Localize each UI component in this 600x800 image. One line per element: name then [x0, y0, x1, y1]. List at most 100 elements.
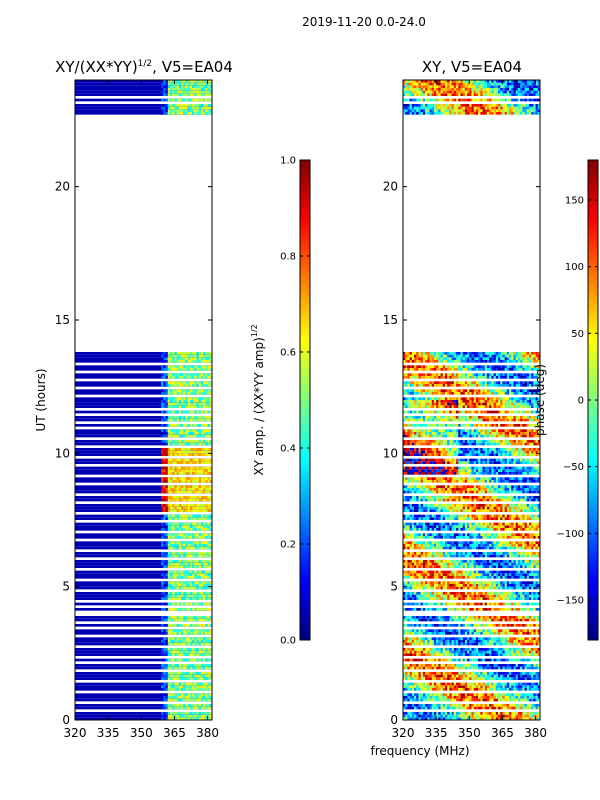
heat-cell [178, 472, 182, 475]
heat-cell [170, 552, 173, 555]
heat-cell [178, 506, 182, 510]
heat-cell [207, 376, 211, 379]
heat-cell [161, 458, 164, 462]
heat-cell [174, 466, 177, 470]
heat-cell [203, 104, 206, 107]
heat-cell [187, 509, 191, 512]
heat-cell [163, 717, 166, 720]
heat-cell [185, 106, 188, 110]
heat-cell [407, 581, 410, 584]
heat-cell [524, 637, 528, 640]
heat-cell [407, 618, 410, 622]
heat-cell [436, 584, 439, 587]
heat-cell [414, 698, 417, 702]
heat-cell [181, 357, 184, 360]
heat-cell [198, 517, 202, 520]
heat-cell [473, 685, 477, 688]
heat-cell [167, 490, 171, 494]
heat-cell [447, 688, 450, 691]
heat-cell [535, 624, 539, 627]
heat-cell [486, 666, 490, 670]
heat-cell [526, 717, 530, 720]
heat-cell [411, 698, 415, 702]
heat-cell [528, 658, 532, 662]
heat-cell [422, 704, 426, 707]
heat-cell [475, 664, 479, 667]
heat-cell [165, 477, 169, 480]
heat-cell [524, 714, 528, 718]
heat-cell [187, 586, 191, 590]
heat-cell [526, 616, 530, 619]
heat-cell [200, 98, 204, 102]
heat-cell [183, 469, 186, 472]
heat-cell [172, 85, 175, 88]
heat-cell [533, 584, 536, 587]
heat-cell [205, 498, 208, 502]
heat-cell [183, 85, 186, 88]
heat-cell [185, 677, 188, 680]
heat-cell [161, 504, 164, 507]
heat-cell [486, 677, 490, 680]
heat-cell [189, 112, 193, 115]
heat-cell [491, 714, 494, 718]
heat-cell [491, 570, 494, 574]
heat-cell [163, 477, 166, 480]
heat-cell [187, 450, 191, 454]
heat-cell [411, 581, 415, 584]
heat-cell [196, 469, 200, 472]
heat-cell [161, 514, 164, 518]
heat-cell [429, 584, 433, 587]
heat-cell [176, 653, 180, 656]
heat-cell [489, 618, 492, 622]
heat-cell [414, 637, 417, 640]
heat-cell [524, 688, 528, 691]
heat-cell [198, 109, 202, 112]
heat-cell [493, 688, 497, 691]
heat-cell [403, 570, 406, 574]
heat-cell [194, 517, 197, 520]
heat-cell [178, 658, 182, 662]
heat-cell [498, 653, 501, 656]
heat-cell [200, 416, 204, 419]
heat-cell [207, 466, 211, 470]
heat-cell [407, 642, 410, 646]
heat-cell [509, 696, 512, 699]
heat-cell [509, 682, 512, 686]
heat-cell [515, 714, 519, 718]
heat-cell [194, 688, 197, 691]
heat-cell [209, 528, 212, 531]
heat-cell [433, 666, 437, 670]
heat-cell [170, 93, 173, 96]
heat-cell [416, 616, 419, 619]
heat-cell [172, 640, 175, 643]
heat-cell [524, 674, 528, 678]
heat-cell [189, 504, 193, 507]
heat-cell [414, 586, 417, 590]
heat-cell [438, 712, 441, 715]
heat-cell [531, 618, 534, 622]
heat-cell [200, 453, 204, 456]
heat-cell [181, 608, 184, 611]
heat-cell [209, 402, 212, 406]
heat-cell [185, 584, 188, 587]
heat-cell [185, 522, 188, 526]
heat-cell [185, 458, 188, 462]
heat-cell [178, 629, 182, 632]
heat-cell [469, 698, 472, 702]
heat-cell [469, 629, 472, 632]
heat-cell [183, 581, 186, 584]
heat-cell [189, 480, 193, 483]
heat-cell [444, 594, 448, 598]
heat-cell [174, 546, 177, 550]
heat-cell [198, 629, 202, 632]
heat-cell [453, 712, 457, 715]
heat-cell [207, 109, 211, 112]
heat-cell [192, 410, 195, 414]
heat-cell [504, 602, 508, 606]
heat-cell [75, 640, 212, 643]
heat-cell [75, 442, 212, 446]
heat-cell [170, 632, 173, 635]
heat-cell [447, 682, 450, 686]
heat-cell [517, 597, 521, 600]
heat-cell [456, 632, 459, 635]
